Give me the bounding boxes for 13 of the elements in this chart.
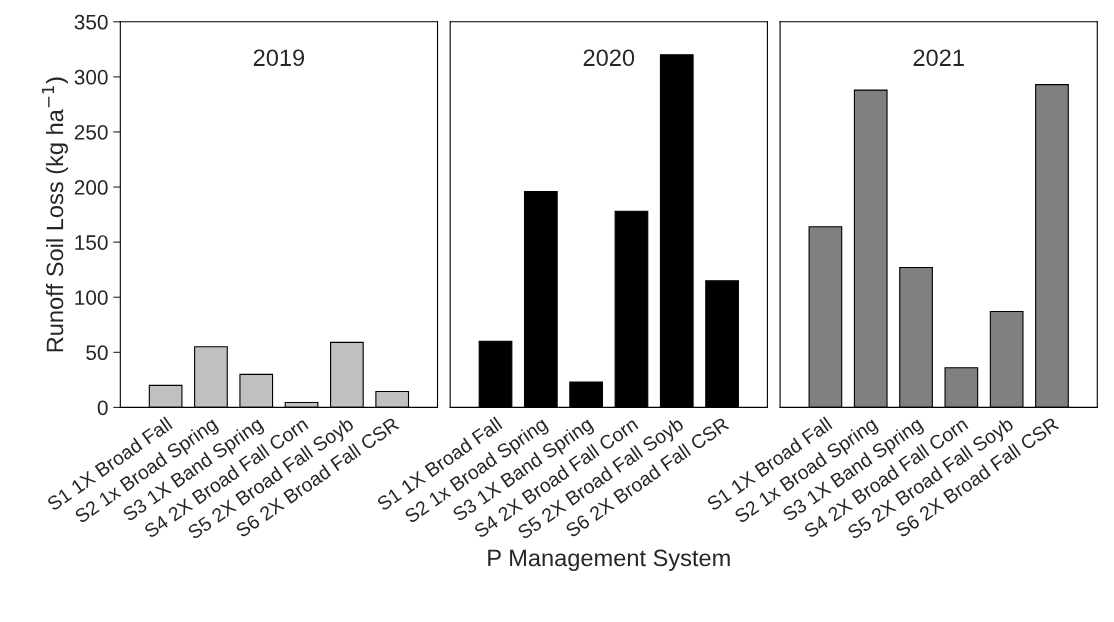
y-axis-title: Runoff Soil Loss (kg ha$^{−1}$): [41, 77, 68, 352]
y-tick-label: 150: [75, 235, 108, 250]
y-tick-label: 350: [74, 14, 108, 30]
y-tick-label: 100: [75, 290, 108, 305]
y-tick-label: 0: [97, 400, 108, 416]
text: 2021: [913, 49, 964, 67]
y-tick-label: 50: [86, 345, 108, 361]
y-tick-label: 200: [74, 180, 108, 195]
x-axis-title: P Management System: [488, 549, 730, 571]
text: 2019: [253, 49, 305, 67]
text: 2020: [583, 49, 635, 67]
y-tick-label: 250: [74, 124, 108, 140]
y-tick-label: 300: [74, 69, 108, 85]
